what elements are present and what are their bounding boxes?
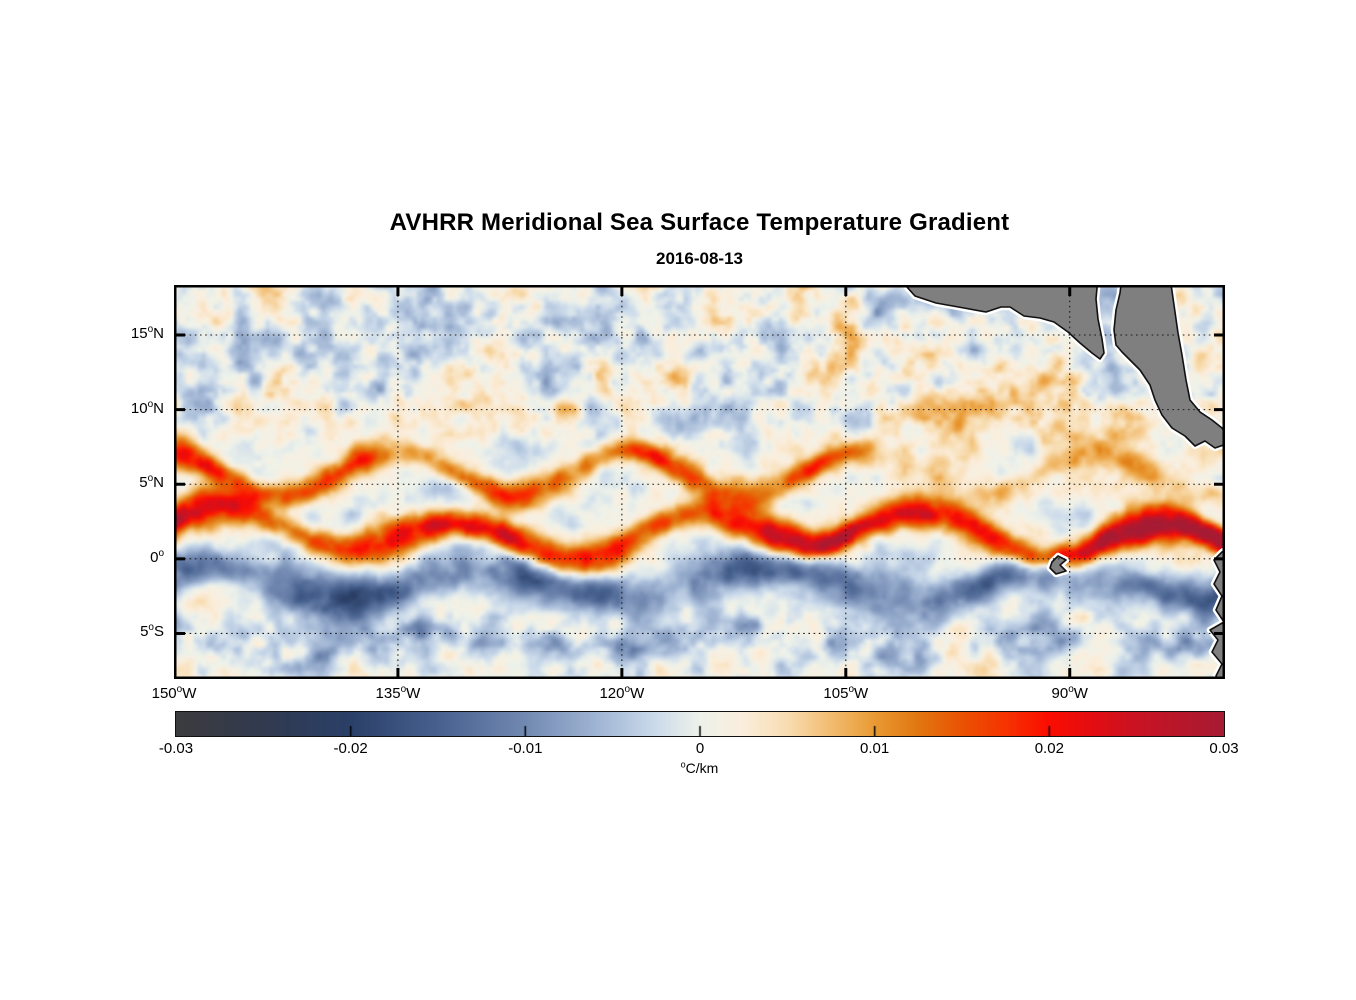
landmass-mexico-guatemala — [904, 285, 1105, 360]
colorbar-tick-label-0.03: 0.03 — [1209, 740, 1239, 757]
landmass-south-america — [1209, 549, 1225, 679]
lat-tick-label-5N: 5oN — [139, 473, 164, 492]
colorbar-tick-label-0: 0 — [695, 740, 705, 757]
colorbar-tick-label-0.02: 0.02 — [1034, 740, 1064, 757]
map-plot-area — [174, 285, 1225, 679]
lon-tick-label-105W: 105oW — [823, 684, 869, 703]
colorbar-tick-label--0.01: -0.01 — [508, 740, 543, 757]
colorbar-tick-label-0.01: 0.01 — [860, 740, 890, 757]
colorbar-unit-label: oC/km — [680, 759, 719, 776]
lon-tick-label-135W: 135oW — [375, 684, 421, 703]
colorbar — [175, 711, 1225, 737]
lat-tick-label-5S: 5oS — [140, 622, 164, 641]
lon-tick-label-150W: 150oW — [151, 684, 197, 703]
chart-date-subtitle: 2016-08-13 — [656, 249, 743, 268]
land-layer — [900, 285, 1225, 679]
colorbar-tick-label--0.03: -0.03 — [158, 740, 194, 757]
lat-tick-label-10N: 10oN — [130, 398, 164, 417]
landmass-central-america — [1113, 285, 1225, 449]
lat-tick-label-0deg: 0o — [150, 547, 164, 566]
plot-border — [174, 285, 1225, 679]
landmass-galapagos — [1049, 555, 1067, 575]
sst-gradient-heatmap-canvas — [174, 285, 1225, 679]
gridlines — [174, 285, 1225, 679]
lon-tick-label-90W: 90oW — [1051, 684, 1088, 703]
lon-tick-label-120W: 120oW — [599, 684, 645, 703]
colorbar-tick-label--0.02: -0.02 — [333, 740, 368, 757]
axis-ticks — [175, 286, 1224, 678]
chart-title: AVHRR Meridional Sea Surface Temperature… — [389, 209, 1010, 236]
map-overlay-svg — [174, 285, 1225, 679]
lat-tick-label-15N: 15oN — [130, 323, 164, 342]
